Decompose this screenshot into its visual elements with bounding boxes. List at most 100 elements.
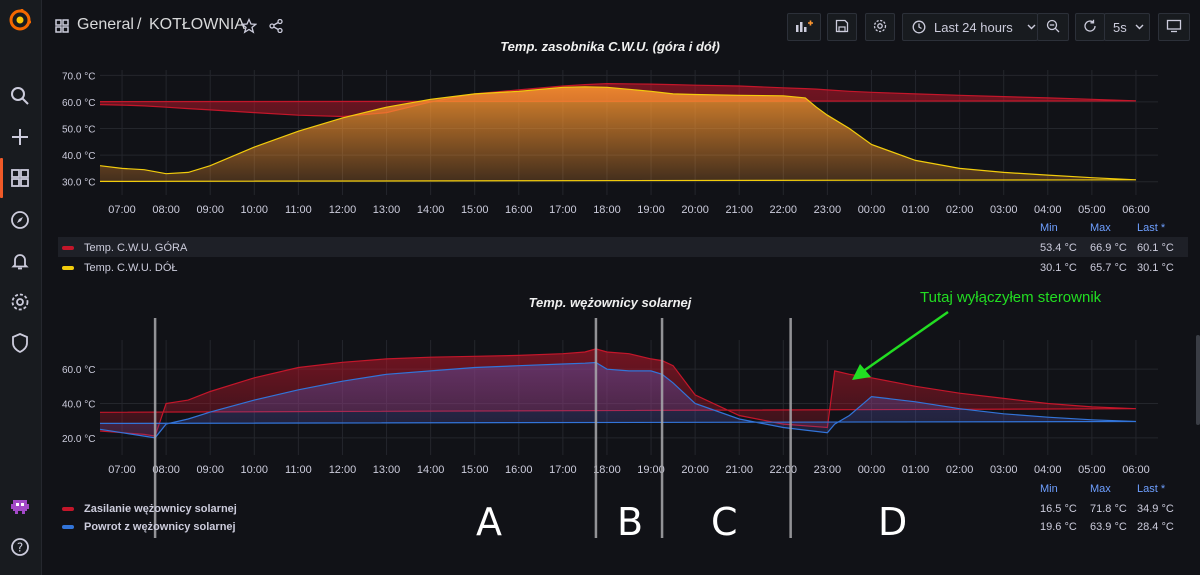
legend2-header-min[interactable]: Min [1040,483,1058,495]
legend2-powrot-max: 63.9 °C [1090,521,1127,533]
sidebar-active-indicator [0,158,3,198]
legend2-zasilanie-last: 34.9 °C [1137,503,1174,515]
sidebar: ? [0,0,42,575]
chart2-y-tick-label: 20.0 °C [62,434,95,445]
chart1-x-tick-label: 04:00 [1034,204,1062,216]
save-icon [835,19,849,36]
legend-label: Zasilanie wężownicy solarnej [84,502,237,515]
chart2-x-tick-label: 11:00 [285,464,312,476]
dashboards-grid-icon[interactable] [8,166,32,190]
zone-label-a: A [476,500,502,544]
zone-label-d: D [878,500,908,544]
legend-swatch [62,265,74,270]
scrollbar-thumb[interactable] [1196,335,1200,425]
panel1-title: Temp. zasobnika C.W.U. (góra i dół) [500,39,720,54]
chart1-series-0-area [100,83,1136,195]
chart1-series-0-line [99,82,1137,118]
add-panel-icon [795,19,813,36]
chart1-x-tick-label: 11:00 [285,204,312,216]
chart2-x-tick-label: 07:00 [108,464,136,476]
legend-label: Powrot z wężownicy solarnej [84,520,236,533]
chart2-x-tick-label: 04:00 [1034,464,1062,476]
chart1-x-tick-label: 08:00 [152,204,180,216]
legend2-zasilanie-max: 71.8 °C [1090,503,1127,515]
legend2-zasilanie-min: 16.5 °C [1040,503,1077,515]
legend1-dol-min: 30.1 °C [1040,262,1077,274]
add-panel-button[interactable] [787,13,821,41]
dashboard-grid-icon [55,19,69,38]
refresh-button[interactable] [1075,13,1105,41]
dashboard-settings-button[interactable] [865,13,895,41]
legend-swatch [62,506,74,511]
breadcrumb-separator: / [137,16,142,33]
compass-icon[interactable] [8,208,32,232]
chart1-x-tick-label: 06:00 [1122,204,1150,216]
legend1-row-highlight [58,237,1188,257]
chart2-x-tick-label: 13:00 [373,464,401,476]
chart1-y-tick-label: 40.0 °C [62,151,95,162]
legend2-header-last[interactable]: Last * [1137,483,1166,495]
chart2-x-tick-label: 01:00 [902,464,930,476]
legend2-row-zasilanie[interactable]: Zasilanie wężownicy solarnej [62,499,237,518]
legend1-row-gora[interactable]: Temp. C.W.U. GÓRA [62,238,187,257]
tv-mode-button[interactable] [1158,13,1190,41]
chart2-x-tick-label: 22:00 [770,464,798,476]
bell-icon[interactable] [8,249,32,273]
legend2-row-powrot[interactable]: Powrot z wężownicy solarnej [62,517,236,536]
chart1-x-tick-label: 19:00 [637,204,665,216]
grafana-logo-icon[interactable] [8,8,32,32]
annotation-text: Tutaj wyłączyłem sterownik [920,289,1102,306]
legend1-row-dol[interactable]: Temp. C.W.U. DÓŁ [62,258,178,277]
chart1-x-tick-label: 09:00 [196,204,224,216]
avatar-icon[interactable] [8,494,32,518]
save-dashboard-button[interactable] [827,13,857,41]
panel2-title: Temp. wężownicy solarnej [528,295,692,310]
chart2-x-tick-label: 09:00 [196,464,224,476]
gear-icon[interactable] [8,290,32,314]
breadcrumb-folder[interactable]: General [77,16,134,33]
chart2-series-0-area [100,348,1136,455]
svg-text:?: ? [17,541,23,555]
legend2-powrot-last: 28.4 °C [1137,521,1174,533]
legend1-gora-max: 66.9 °C [1090,242,1127,254]
chart2-x-tick-label: 15:00 [461,464,489,476]
refresh-interval-picker[interactable]: 5s [1104,13,1150,41]
chart2-x-tick-label: 02:00 [946,464,974,476]
legend-swatch [62,245,74,250]
legend2-powrot-min: 19.6 °C [1040,521,1077,533]
chart1-x-tick-label: 00:00 [858,204,886,216]
legend-label: Temp. C.W.U. DÓŁ [84,261,178,274]
chart2-x-tick-label: 05:00 [1078,464,1106,476]
star-icon[interactable] [240,17,258,39]
clock-icon [912,20,926,34]
legend-label: Temp. C.W.U. GÓRA [84,241,188,254]
chart1-x-tick-label: 05:00 [1078,204,1106,216]
help-icon[interactable]: ? [8,535,32,559]
zoom-out-button[interactable] [1037,13,1069,41]
search-icon[interactable] [8,84,32,108]
legend1-gora-last: 60.1 °C [1137,242,1174,254]
time-range-picker[interactable]: Last 24 hours [902,13,1038,41]
chart2-x-tick-label: 18:00 [593,464,621,476]
legend1-header-max[interactable]: Max [1090,222,1111,234]
chart1-x-tick-label: 16:00 [505,204,533,216]
chart2-x-tick-label: 19:00 [637,464,665,476]
chart2-series-0-line [99,348,1137,437]
legend2-header-max[interactable]: Max [1090,483,1111,495]
share-icon[interactable] [269,18,283,38]
plus-icon[interactable] [8,125,32,149]
chevron-down-icon [1135,24,1144,30]
chart2-x-tick-label: 08:00 [152,464,180,476]
legend1-header-min[interactable]: Min [1040,222,1058,234]
chart1-x-tick-label: 14:00 [417,204,445,216]
chart2-x-tick-label: 10:00 [241,464,269,476]
chart1-x-tick-label: 13:00 [373,204,401,216]
chart1-x-tick-label: 20:00 [681,204,709,216]
chart1-x-tick-label: 17:00 [549,204,577,216]
shield-icon[interactable] [8,331,32,355]
breadcrumb-dashboard[interactable]: KOTŁOWNIA [149,16,246,33]
chart2-x-tick-label: 12:00 [329,464,357,476]
legend1-header-last[interactable]: Last * [1137,222,1166,234]
chart2-y-tick-label: 40.0 °C [62,400,95,411]
